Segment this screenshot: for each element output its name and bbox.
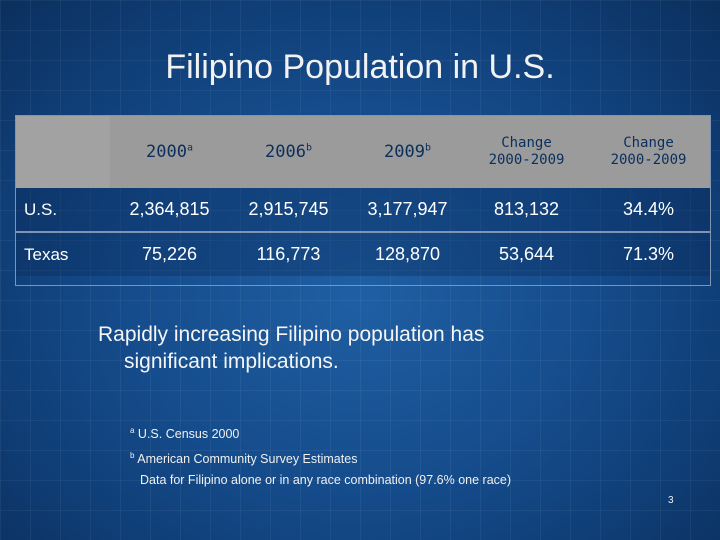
table-cell: 2,915,745 <box>229 188 348 232</box>
footnotes: a U.S. Census 2000 b American Community … <box>130 420 690 491</box>
table-cell: 75,226 <box>110 231 229 276</box>
table-cell: 813,132 <box>467 188 586 232</box>
table-row: U.S. 2,364,815 2,915,745 3,177,947 813,1… <box>15 188 711 232</box>
footnote-b: b American Community Survey Estimates <box>130 451 358 467</box>
header-2006: 2006b <box>229 115 348 188</box>
statement-line-2: significant implications. <box>124 350 339 373</box>
population-table: 2000a 2006b 2009b Change 2000-2009 Change… <box>15 115 711 276</box>
statement-line-1: Rapidly increasing Filipino population h… <box>98 323 485 346</box>
header-2000: 2000a <box>110 115 229 188</box>
key-statement: Rapidly increasing Filipino population h… <box>98 321 598 375</box>
table-cell: 3,177,947 <box>348 188 467 232</box>
header-change-absolute: Change 2000-2009 <box>467 115 586 188</box>
slide-title: Filipino Population in U.S. <box>165 48 555 86</box>
header-2009: 2009b <box>348 115 467 188</box>
footnote-note: Data for Filipino alone or in any race c… <box>140 473 512 488</box>
page-number: 3 <box>668 495 674 506</box>
table-header-row: 2000a 2006b 2009b Change 2000-2009 Change… <box>15 115 711 188</box>
table-row: Texas 75,226 116,773 128,870 53,644 71.3… <box>15 231 711 276</box>
header-change-percent: Change 2000-2009 <box>586 115 711 188</box>
table-cell: 71.3% <box>586 231 711 276</box>
table-cell: 116,773 <box>229 231 348 276</box>
footnote-a: a U.S. Census 2000 <box>130 426 240 442</box>
table-cell: 34.4% <box>586 188 711 232</box>
table-cell: 128,870 <box>348 231 467 276</box>
row-label-us: U.S. <box>15 188 110 232</box>
header-corner-cell <box>15 115 110 188</box>
table-cell: 53,644 <box>467 231 586 276</box>
table-cell: 2,364,815 <box>110 188 229 232</box>
row-label-texas: Texas <box>15 231 110 276</box>
